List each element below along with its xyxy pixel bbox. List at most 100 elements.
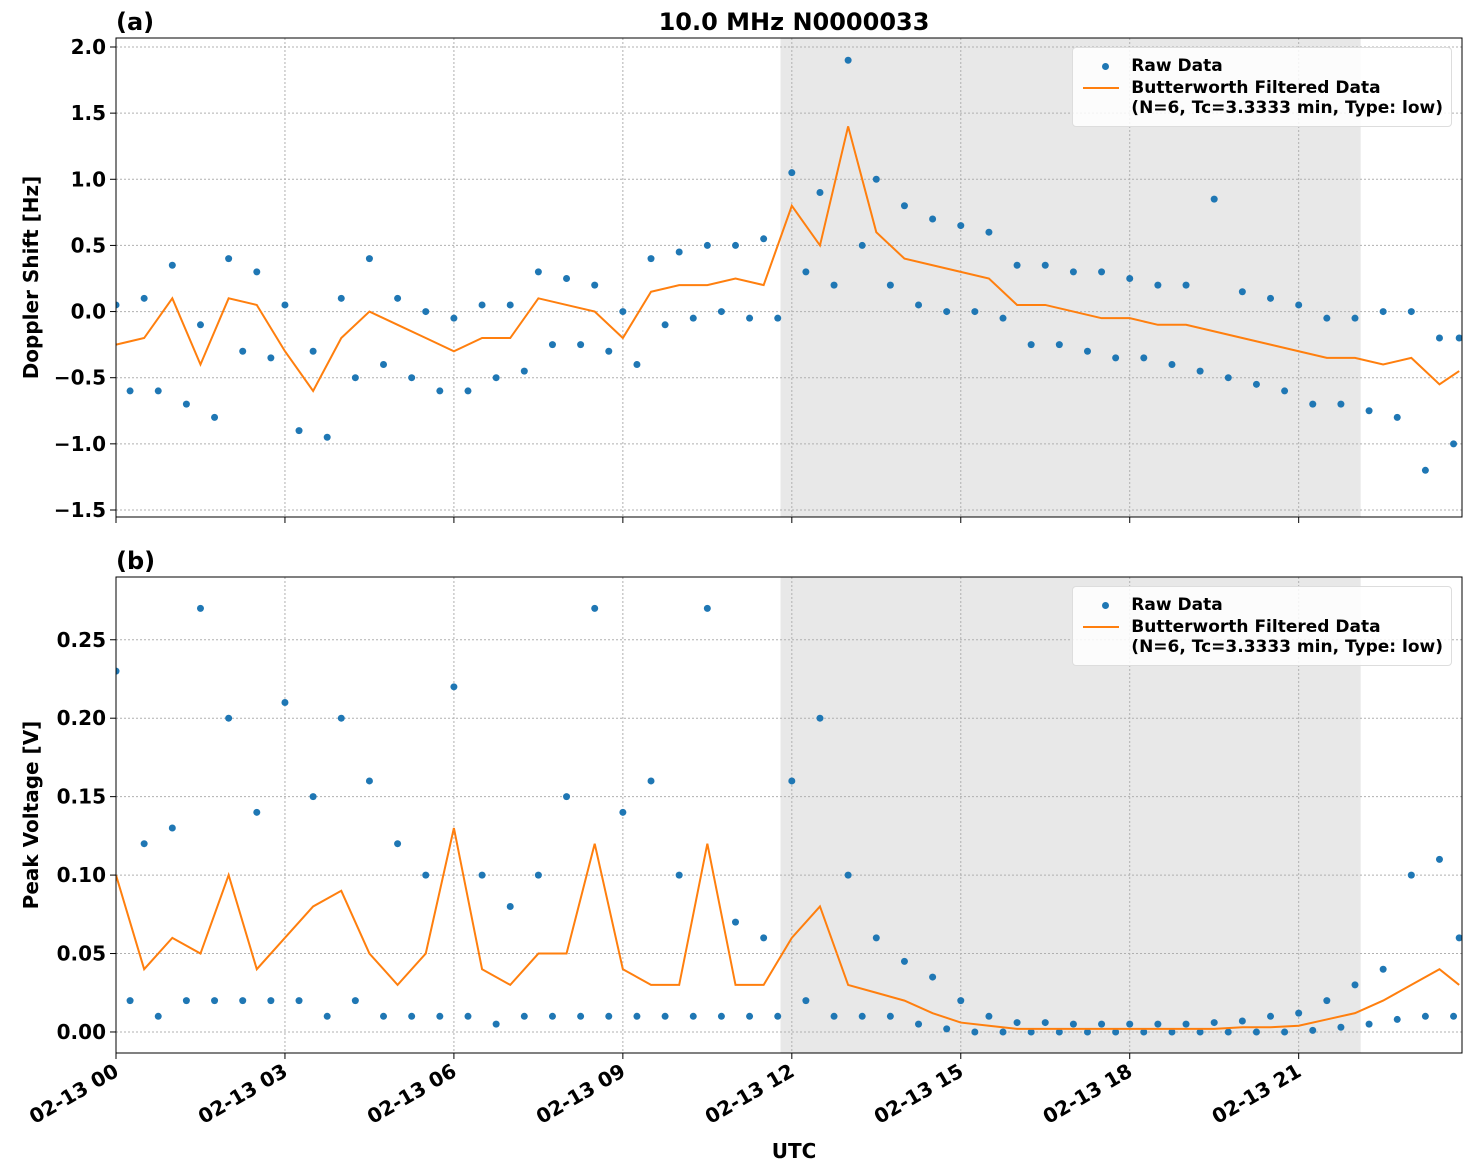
raw-point [408, 374, 416, 382]
raw-point [126, 387, 134, 395]
raw-point [1027, 341, 1035, 349]
filtered-line [116, 126, 1460, 393]
raw-point [323, 433, 331, 441]
raw-point [1421, 466, 1429, 474]
raw-point [717, 308, 725, 316]
raw-point [844, 871, 852, 879]
raw-point [464, 1012, 472, 1020]
chart-title: 10.0 MHz N0000033 [659, 8, 930, 36]
raw-point [182, 400, 190, 408]
raw-point [1379, 308, 1387, 316]
raw-point [548, 341, 556, 349]
raw-point [436, 387, 444, 395]
raw-point [478, 871, 486, 879]
raw-point [703, 604, 711, 612]
y-tick-label: 0.5 [71, 233, 106, 257]
plot-area [116, 56, 1462, 474]
raw-point [1041, 261, 1049, 269]
raw-point [844, 56, 852, 64]
raw-point [225, 714, 233, 722]
raw-point [1323, 314, 1331, 322]
raw-point [1238, 1017, 1246, 1025]
y-axis-label: Doppler Shift [Hz] [19, 176, 43, 380]
x-tick-label: 02-13 12 [701, 1059, 799, 1129]
raw-point [154, 387, 162, 395]
raw-point [239, 997, 247, 1005]
raw-point [1154, 281, 1162, 289]
raw-point [239, 347, 247, 355]
raw-point [731, 918, 739, 926]
raw-point [281, 301, 289, 309]
raw-point [1295, 1009, 1303, 1017]
raw-point [647, 255, 655, 263]
raw-point [999, 1028, 1007, 1036]
raw-point [450, 683, 458, 691]
raw-point [1041, 1019, 1049, 1027]
raw-point [211, 413, 219, 421]
raw-point [464, 387, 472, 395]
raw-point [1365, 1020, 1373, 1028]
raw-point [647, 777, 655, 785]
raw-point [1455, 934, 1462, 942]
y-tick-label: 0.00 [57, 1020, 106, 1044]
raw-point [802, 997, 810, 1005]
raw-point [900, 957, 908, 965]
raw-point [605, 347, 613, 355]
raw-point [900, 202, 908, 210]
legend-label: Raw Data [1131, 595, 1223, 615]
axes-frame [115, 576, 1463, 1054]
raw-point [520, 1012, 528, 1020]
raw-point [1309, 1026, 1317, 1034]
raw-point [281, 699, 289, 707]
raw-point [116, 667, 120, 675]
raw-point [1140, 1028, 1148, 1036]
raw-point [858, 1012, 866, 1020]
raw-point [1210, 1019, 1218, 1027]
raw-point [915, 301, 923, 309]
raw-point [1351, 981, 1359, 989]
raw-point [886, 281, 894, 289]
raw-point [1267, 294, 1275, 302]
axes-frame [115, 37, 1463, 518]
raw-point [1450, 1012, 1458, 1020]
raw-point [1252, 380, 1260, 388]
raw-point [591, 604, 599, 612]
raw-point [253, 808, 261, 816]
y-tick-label: −1.5 [54, 498, 106, 522]
raw-point [267, 997, 275, 1005]
legend-entry: Butterworth Filtered Data (N=6, Tc=3.333… [1081, 617, 1443, 657]
raw-point [182, 997, 190, 1005]
raw-point [140, 840, 148, 848]
raw-point [1126, 274, 1134, 282]
raw-point [1168, 360, 1176, 368]
raw-point [116, 301, 120, 309]
y-tick-label: 0.05 [57, 942, 106, 966]
raw-point [309, 347, 317, 355]
raw-point [689, 314, 697, 322]
raw-point [633, 1012, 641, 1020]
raw-point [295, 997, 303, 1005]
legend-key [1081, 595, 1131, 615]
raw-point [1196, 367, 1204, 375]
y-tick-label: 0.15 [57, 785, 106, 809]
raw-point [196, 604, 204, 612]
raw-point [380, 360, 388, 368]
y-tick-label: 1.0 [71, 167, 106, 191]
raw-point [225, 255, 233, 263]
raw-point [394, 294, 402, 302]
panel-label: (a) [116, 8, 154, 36]
legend-key [1081, 56, 1131, 76]
raw-point [534, 871, 542, 879]
raw-point [506, 301, 514, 309]
raw-point [478, 301, 486, 309]
raw-point [872, 175, 880, 183]
raw-point [422, 871, 430, 879]
raw-point [140, 294, 148, 302]
y-tick-label: 0.0 [71, 300, 106, 324]
x-tick-label: 02-13 06 [363, 1059, 461, 1129]
y-tick-label: 0.25 [57, 628, 106, 652]
raw-point [1365, 407, 1373, 415]
raw-point [985, 1012, 993, 1020]
raw-point [774, 1012, 782, 1020]
raw-point [1407, 871, 1415, 879]
